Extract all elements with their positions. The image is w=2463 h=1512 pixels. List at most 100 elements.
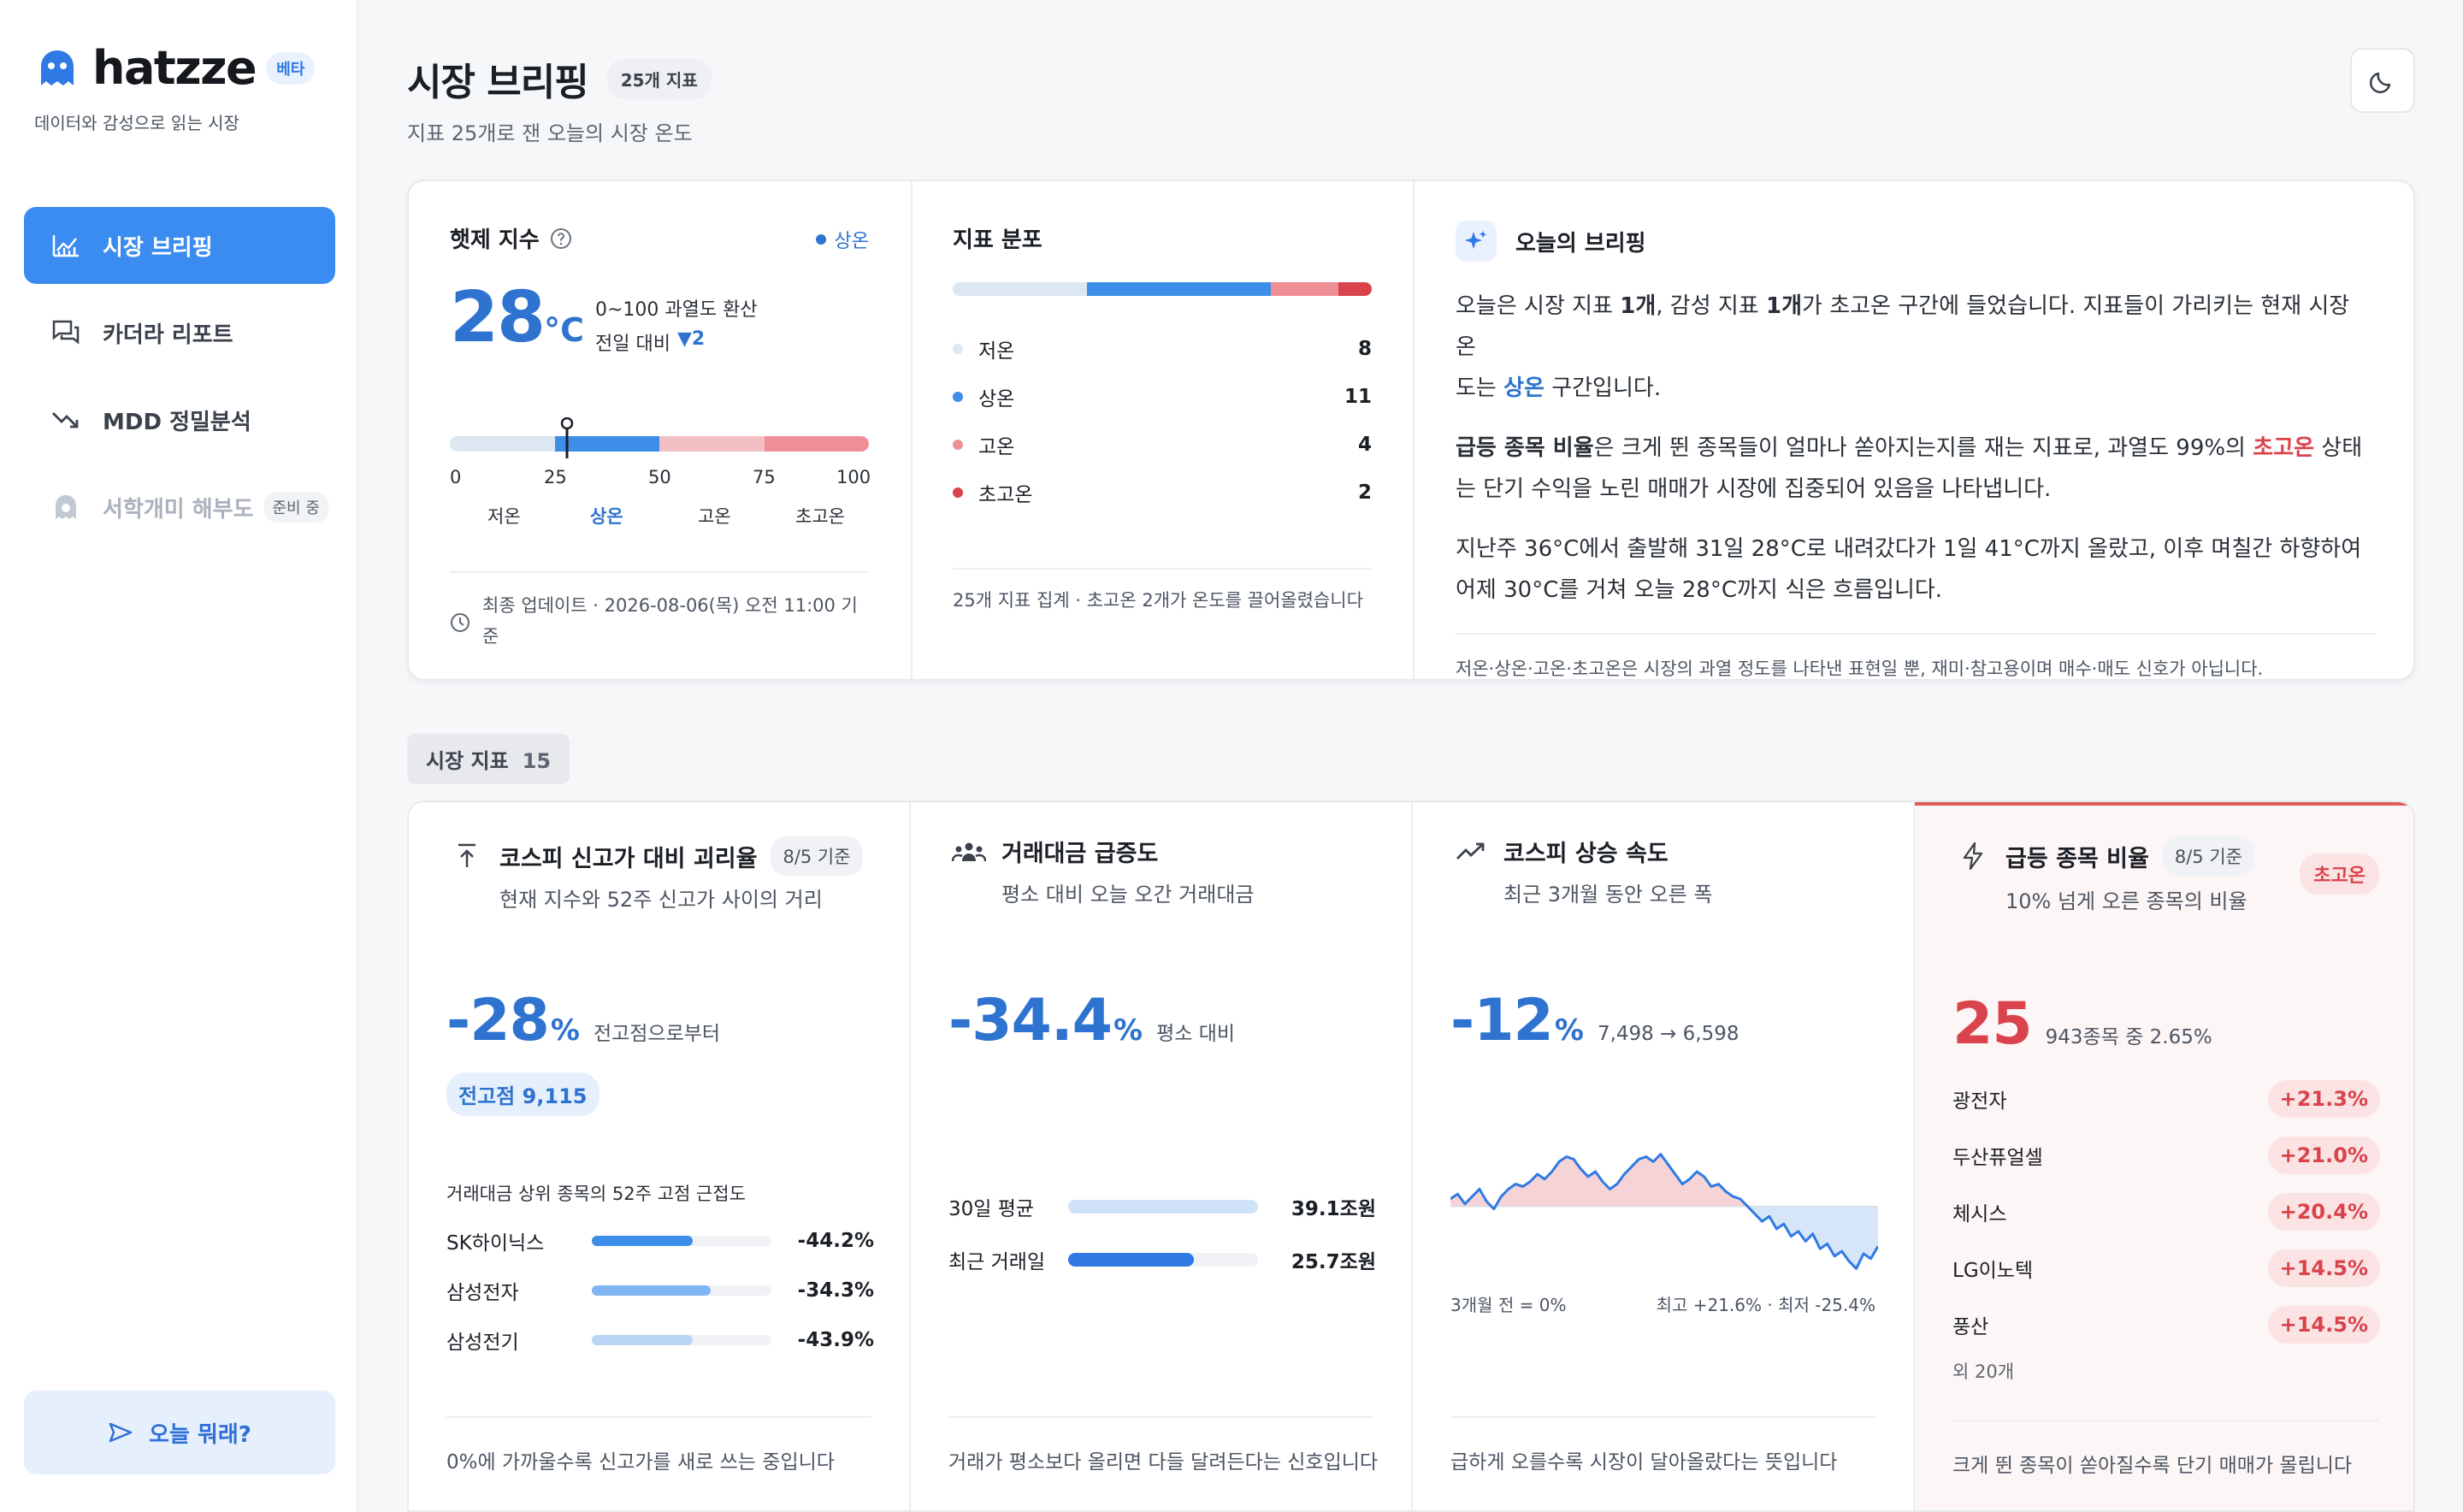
trend-down-icon [50, 404, 82, 436]
index-panel: 햇제 지수 상온 28 °C 0~100 과열도 환산 전일 대비 ▼2 [450, 222, 871, 647]
status-dot [815, 234, 826, 245]
distribution-panel: 지표 분포 저온 8 상온 11 고온 4 [953, 222, 1372, 611]
zone-hot: 고온 [698, 506, 731, 527]
progress-track [1068, 1253, 1258, 1267]
index-change: 전일 대비 ▼2 [595, 328, 705, 356]
distribution-list: 저온 8 상온 11 고온 4 초고온 2 [953, 325, 1372, 517]
indicator-subtitle: 평소 대비 오늘 오간 거래대금 [1001, 883, 1255, 907]
status-badge: 초고온 [2300, 853, 2379, 895]
legend-dot [953, 344, 963, 354]
tick-25: 25 [544, 467, 567, 487]
peak-pill: 전고점 9,115 [446, 1072, 600, 1116]
today-summary-button[interactable]: 오늘 뭐래? [24, 1391, 335, 1474]
stock-bar-row: 삼성전자 -34.3% [446, 1276, 874, 1305]
progress-track [1068, 1200, 1258, 1214]
ghost-icon [50, 491, 82, 523]
distribution-count: 11 [1344, 386, 1372, 408]
volume-bar-row: 30일 평균 39.1조원 [948, 1192, 1376, 1221]
value-unit: % [550, 1013, 580, 1048]
brand[interactable]: hatzze 베타 [36, 41, 316, 95]
distribution-segment [1271, 282, 1338, 296]
stock-name: 삼성전기 [446, 1332, 519, 1354]
briefing-paragraph-2: 급등 종목 비율은 크게 뛴 종목들이 얼마나 쏟아지는지를 재는 지표로, 과… [1456, 435, 2363, 502]
value-unit: % [1554, 1013, 1584, 1048]
stock-name: 두산퓨얼셀 [1952, 1147, 2043, 1169]
indicator-footer: 거래가 평소보다 올리면 다들 달려든다는 신호입니다 [948, 1451, 1379, 1474]
stock-name: 삼성전자 [446, 1282, 519, 1304]
stock-change: +21.0% [2267, 1137, 2380, 1174]
surge-stock-row[interactable]: LG이노텍 +14.5% [1952, 1240, 2380, 1296]
legend-dot [953, 487, 963, 498]
value-desc: 전고점으로부터 [593, 1023, 721, 1045]
progress-fill [592, 1335, 693, 1345]
people-icon [952, 841, 986, 863]
nav-label: MDD 정밀분석 [103, 409, 251, 435]
distribution-segment [1338, 282, 1372, 296]
indicator-title-row: 급등 종목 비율 8/5 기준 [1956, 836, 2254, 876]
indicator-subtitle: 10% 넘게 오른 종목의 비율 [2005, 889, 2247, 913]
indicator-value: -12 % 7,498 → 6,598 [1450, 987, 1739, 1054]
indicator-value: -28 % 전고점으로부터 [446, 987, 720, 1054]
zone-very-hot: 초고온 [795, 506, 845, 527]
progress-fill [1068, 1253, 1194, 1267]
coming-soon-badge: 준비 중 [263, 492, 328, 523]
sparkle-icon [1456, 221, 1497, 262]
sparkline-left-label: 3개월 전 = 0% [1450, 1295, 1567, 1315]
tagline: 데이터와 감성으로 읽는 시장 [34, 113, 239, 133]
volume-value: 39.1조원 [1291, 1198, 1376, 1220]
ghost-logo-icon [41, 50, 74, 86]
summary-card: 햇제 지수 상온 28 °C 0~100 과열도 환산 전일 대비 ▼2 [407, 180, 2415, 681]
nav-item-mdd-analysis[interactable]: MDD 정밀분석 [24, 381, 335, 458]
main-nav: 시장 브리핑 카더라 리포트 MDD 정밀분석 서학개미 해부도 준비 중 [24, 207, 335, 556]
page-subtitle: 지표 25개로 잰 오늘의 시장 온도 [407, 121, 693, 145]
zone-cold: 저온 [487, 506, 521, 527]
sparkline-right-label: 최고 +21.6% · 최저 -25.4% [1656, 1295, 1875, 1315]
nav-item-market-briefing[interactable]: 시장 브리핑 [24, 207, 335, 284]
temperature-gauge [450, 436, 869, 452]
brand-name: hatzze [92, 41, 257, 95]
stock-change: +14.5% [2267, 1249, 2380, 1287]
surge-stock-row[interactable]: 체시스 +20.4% [1952, 1184, 2380, 1240]
tick-100: 100 [836, 467, 871, 487]
surge-stock-row[interactable]: 두산퓨얼셀 +21.0% [1952, 1127, 2380, 1184]
surge-stock-row[interactable]: 풍산 +14.5% [1952, 1296, 2380, 1353]
indicator-card[interactable]: 코스피 상승 속도 최근 3개월 동안 오른 폭 -12 % 7,498 → 6… [1413, 802, 1915, 1510]
distribution-label: 상온 [978, 388, 1015, 410]
theme-toggle-button[interactable] [2350, 48, 2415, 113]
nav-label: 시장 브리핑 [103, 234, 213, 261]
index-status: 상온 [815, 226, 869, 253]
change-label: 전일 대비 [595, 334, 670, 355]
progress-fill [1068, 1200, 1258, 1214]
distribution-item: 초고온 2 [953, 469, 1372, 517]
chat-icon [50, 316, 82, 349]
section-count: 15 [522, 749, 552, 773]
more-count: 외 20개 [1952, 1361, 2015, 1382]
divider [948, 1416, 1373, 1418]
beta-badge: 베타 [266, 51, 316, 85]
arrow-up-icon [450, 842, 484, 870]
stock-value: -34.3% [797, 1279, 874, 1302]
stock-name: LG이노텍 [1952, 1260, 2034, 1282]
index-title-row: 햇제 지수 [450, 222, 869, 254]
volume-label: 최근 거래일 [948, 1251, 1046, 1273]
value-number: -28 [446, 987, 550, 1054]
indicator-card[interactable]: 코스피 신고가 대비 괴리율 8/5 기준 현재 지수와 52주 신고가 사이의… [409, 802, 911, 1510]
gauge-ticks: 0 25 50 75 100 [450, 467, 871, 489]
nav-label: 서학개미 해부도 [103, 496, 254, 523]
indicator-footer: 급하게 오를수록 시장이 달아올랐다는 뜻입니다 [1450, 1451, 1838, 1474]
surge-stock-row[interactable]: 광전자 +21.3% [1952, 1071, 2380, 1127]
section-label: 시장 지표 15 [407, 734, 570, 784]
distribution-item: 상온 11 [953, 373, 1372, 421]
distribution-item: 저온 8 [953, 325, 1372, 373]
nav-item-rumor-report[interactable]: 카더라 리포트 [24, 294, 335, 371]
send-icon [109, 1422, 133, 1443]
briefing-paragraph-3: 지난주 36°C에서 출발해 31일 28°C로 내려갔다가 1일 41°C까지… [1456, 536, 2362, 603]
indicator-card[interactable]: 급등 종목 비율 8/5 기준 초고온 10% 넘게 오른 종목의 비율 25 … [1915, 802, 2413, 1510]
indicator-card[interactable]: 거래대금 급증도 평소 대비 오늘 오간 거래대금 -34.4 % 평소 대비 … [911, 802, 1413, 1510]
help-icon[interactable] [550, 227, 572, 250]
stock-value: -43.9% [797, 1329, 874, 1351]
distribution-count: 4 [1357, 434, 1372, 456]
sparkline-line [1450, 1153, 1878, 1270]
divider [446, 1416, 871, 1418]
indicator-title-row: 코스피 상승 속도 [1454, 835, 1669, 868]
